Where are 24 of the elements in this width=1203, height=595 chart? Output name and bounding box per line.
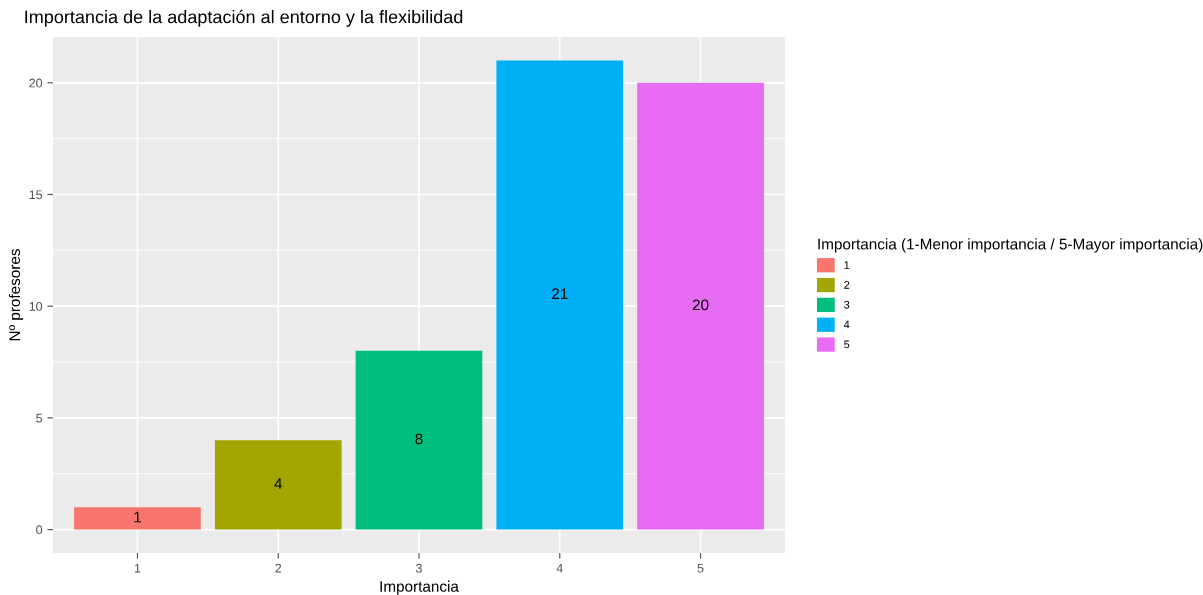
y-tick-label: 15 — [29, 190, 43, 200]
data-label: 21 — [552, 288, 568, 299]
x-tick-label: 5 — [697, 563, 704, 573]
chart-title: Importancia de la adaptación al entorno y la flexibilidad — [25, 9, 463, 27]
legend-label: 5 — [844, 340, 850, 349]
y-tick-label: 0 — [36, 525, 43, 535]
legend-label: 4 — [843, 320, 850, 329]
y-axis-title: Nº profesores — [8, 249, 24, 341]
x-tick-label: 2 — [275, 563, 282, 573]
data-label: 1 — [134, 511, 141, 523]
data-label: 20 — [692, 299, 709, 311]
x-tick-label: 4 — [556, 563, 563, 573]
y-tick-label: 10 — [29, 301, 43, 311]
x-tick-label: 3 — [416, 563, 422, 573]
data-label: 8 — [415, 433, 423, 445]
y-tick-label: 5 — [36, 413, 43, 423]
legend-label: 1 — [844, 261, 850, 269]
data-label: 4 — [274, 478, 283, 489]
legend-label: 3 — [844, 300, 850, 309]
x-axis-title: Importancia — [380, 580, 459, 595]
x-tick-label: 1 — [134, 563, 141, 573]
y-tick-label: 20 — [29, 78, 43, 88]
legend-label: 2 — [844, 280, 850, 289]
legend-title: Importancia (1-Menor importancia / 5-Mayor importancia) — [818, 238, 1203, 253]
